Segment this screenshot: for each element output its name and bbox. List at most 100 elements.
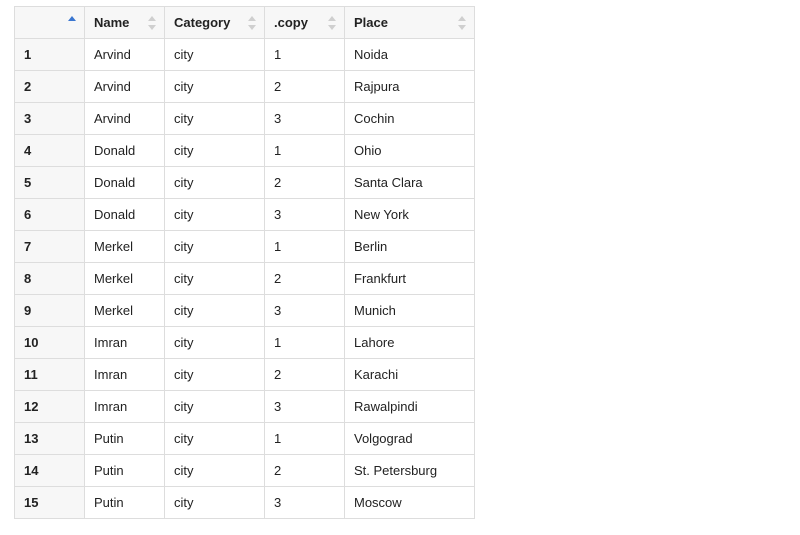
cell-index: 9 (15, 295, 85, 327)
table-row[interactable]: 12Imrancity3Rawalpindi (15, 391, 475, 423)
cell-place: Rajpura (345, 71, 475, 103)
cell-category: city (165, 135, 265, 167)
cell-copy: 2 (265, 455, 345, 487)
table-row[interactable]: 11Imrancity2Karachi (15, 359, 475, 391)
cell-index: 1 (15, 39, 85, 71)
cell-place: Noida (345, 39, 475, 71)
table-row[interactable]: 9Merkelcity3Munich (15, 295, 475, 327)
cell-category: city (165, 263, 265, 295)
cell-copy: 2 (265, 263, 345, 295)
column-header-category[interactable]: Category (165, 7, 265, 39)
cell-index: 11 (15, 359, 85, 391)
column-header-place[interactable]: Place (345, 7, 475, 39)
cell-index: 7 (15, 231, 85, 263)
cell-name: Merkel (85, 231, 165, 263)
cell-place: Karachi (345, 359, 475, 391)
table-row[interactable]: 3Arvindcity3Cochin (15, 103, 475, 135)
cell-name: Imran (85, 391, 165, 423)
sort-icon[interactable] (458, 15, 468, 31)
cell-copy: 1 (265, 135, 345, 167)
table-row[interactable]: 4Donaldcity1Ohio (15, 135, 475, 167)
table-row[interactable]: 14Putincity2St. Petersburg (15, 455, 475, 487)
cell-name: Putin (85, 487, 165, 519)
cell-index: 4 (15, 135, 85, 167)
cell-name: Arvind (85, 39, 165, 71)
cell-category: city (165, 423, 265, 455)
cell-copy: 1 (265, 39, 345, 71)
cell-index: 10 (15, 327, 85, 359)
cell-name: Arvind (85, 103, 165, 135)
cell-place: Rawalpindi (345, 391, 475, 423)
cell-index: 14 (15, 455, 85, 487)
sort-icon[interactable] (148, 15, 158, 31)
cell-index: 5 (15, 167, 85, 199)
table-row[interactable]: 15Putincity3Moscow (15, 487, 475, 519)
cell-name: Donald (85, 135, 165, 167)
column-header-copy[interactable]: .copy (265, 7, 345, 39)
cell-place: Lahore (345, 327, 475, 359)
sort-asc-icon[interactable] (68, 15, 78, 31)
column-header-name[interactable]: Name (85, 7, 165, 39)
cell-name: Imran (85, 359, 165, 391)
column-label: Place (354, 15, 388, 30)
cell-copy: 3 (265, 487, 345, 519)
cell-name: Putin (85, 455, 165, 487)
cell-name: Donald (85, 199, 165, 231)
cell-category: city (165, 455, 265, 487)
table-row[interactable]: 8Merkelcity2Frankfurt (15, 263, 475, 295)
data-table: Name Category .copy (14, 6, 475, 519)
cell-place: Santa Clara (345, 167, 475, 199)
cell-category: city (165, 295, 265, 327)
cell-index: 13 (15, 423, 85, 455)
cell-index: 3 (15, 103, 85, 135)
cell-name: Imran (85, 327, 165, 359)
table-body: 1Arvindcity1Noida2Arvindcity2Rajpura3Arv… (15, 39, 475, 519)
sort-icon[interactable] (248, 15, 258, 31)
cell-place: Munich (345, 295, 475, 327)
cell-place: Frankfurt (345, 263, 475, 295)
cell-category: city (165, 71, 265, 103)
table-row[interactable]: 2Arvindcity2Rajpura (15, 71, 475, 103)
cell-copy: 1 (265, 231, 345, 263)
cell-copy: 1 (265, 423, 345, 455)
table-row[interactable]: 1Arvindcity1Noida (15, 39, 475, 71)
table-row[interactable]: 7Merkelcity1Berlin (15, 231, 475, 263)
cell-index: 12 (15, 391, 85, 423)
cell-category: city (165, 391, 265, 423)
column-label: .copy (274, 15, 308, 30)
cell-copy: 2 (265, 71, 345, 103)
cell-place: Ohio (345, 135, 475, 167)
cell-index: 2 (15, 71, 85, 103)
cell-category: city (165, 103, 265, 135)
cell-name: Putin (85, 423, 165, 455)
cell-copy: 3 (265, 103, 345, 135)
column-label: Category (174, 15, 230, 30)
cell-category: city (165, 327, 265, 359)
table-row[interactable]: 6Donaldcity3New York (15, 199, 475, 231)
cell-name: Donald (85, 167, 165, 199)
cell-copy: 3 (265, 199, 345, 231)
cell-place: New York (345, 199, 475, 231)
cell-place: St. Petersburg (345, 455, 475, 487)
cell-index: 15 (15, 487, 85, 519)
cell-place: Volgograd (345, 423, 475, 455)
cell-category: city (165, 199, 265, 231)
cell-copy: 2 (265, 167, 345, 199)
table-row[interactable]: 5Donaldcity2Santa Clara (15, 167, 475, 199)
table-row[interactable]: 10Imrancity1Lahore (15, 327, 475, 359)
cell-place: Moscow (345, 487, 475, 519)
table-row[interactable]: 13Putincity1Volgograd (15, 423, 475, 455)
column-header-index[interactable] (15, 7, 85, 39)
column-label: Name (94, 15, 129, 30)
sort-icon[interactable] (328, 15, 338, 31)
cell-category: city (165, 487, 265, 519)
cell-copy: 2 (265, 359, 345, 391)
cell-name: Merkel (85, 263, 165, 295)
cell-category: city (165, 39, 265, 71)
cell-index: 8 (15, 263, 85, 295)
cell-name: Arvind (85, 71, 165, 103)
cell-copy: 3 (265, 295, 345, 327)
cell-index: 6 (15, 199, 85, 231)
cell-category: city (165, 231, 265, 263)
cell-name: Merkel (85, 295, 165, 327)
